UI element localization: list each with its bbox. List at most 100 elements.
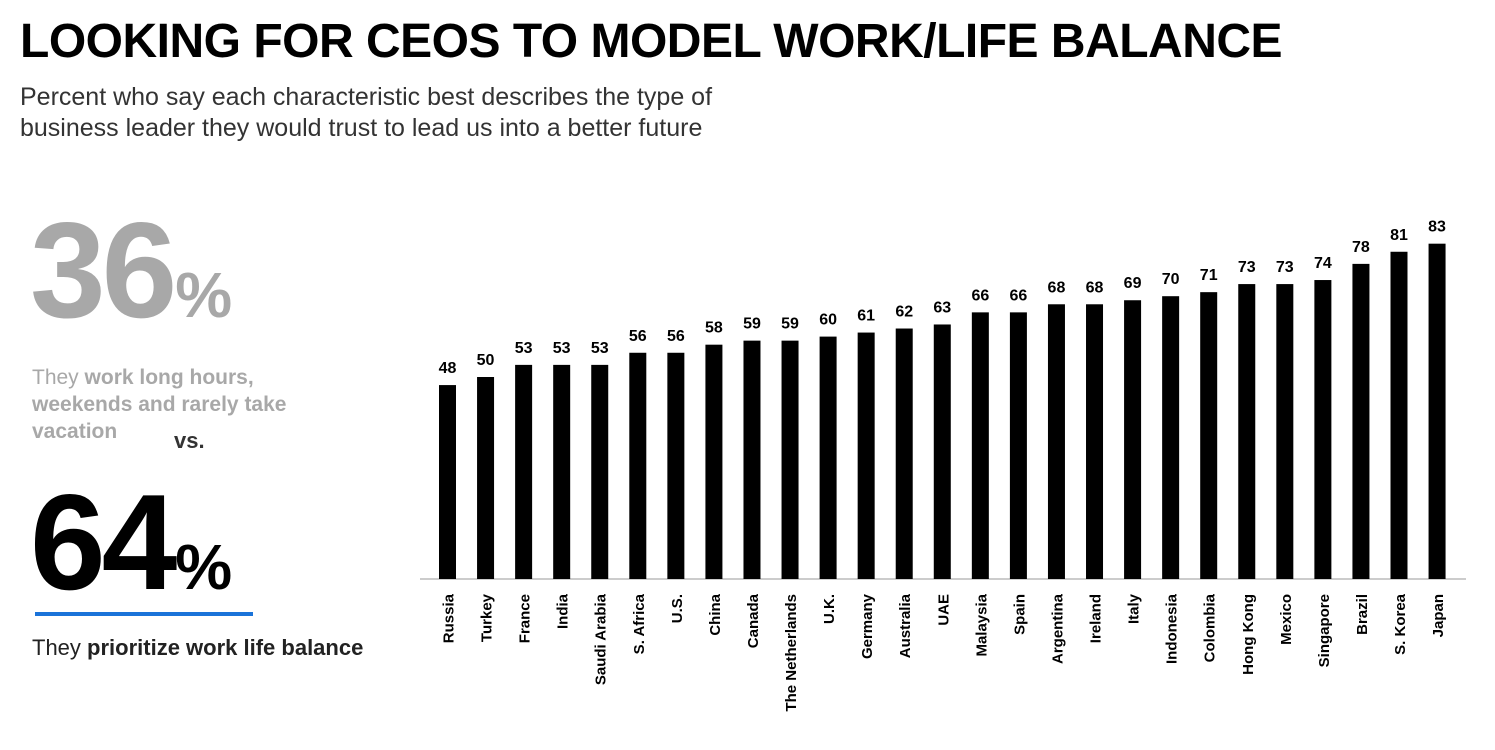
x-tick-label: Hong Kong	[1240, 594, 1257, 675]
data-label: 78	[1352, 239, 1370, 256]
data-label: 74	[1314, 255, 1332, 272]
subtitle-line-1: Percent who say each characteristic best…	[20, 83, 713, 111]
data-label: 60	[819, 312, 837, 329]
bar	[553, 364, 571, 579]
page-title: LOOKING FOR CEOS TO MODEL WORK/LIFE BALA…	[20, 15, 1283, 68]
subtitle-line-2: business leader they would trust to lead…	[20, 114, 703, 142]
stat-64-text: prioritize work life balance	[87, 635, 364, 660]
bar	[743, 340, 761, 579]
bar	[1276, 284, 1294, 579]
bar	[971, 312, 989, 579]
bar	[1238, 284, 1256, 579]
x-tick-label: Mexico	[1278, 594, 1295, 645]
bar	[895, 328, 913, 579]
x-tick-label: Colombia	[1202, 593, 1219, 662]
x-tick-label: S. Korea	[1392, 593, 1409, 655]
stat-36-number: 36	[30, 194, 177, 346]
data-label: 73	[1276, 259, 1294, 276]
x-tick-label: Japan	[1430, 594, 1447, 637]
bar	[1086, 304, 1104, 579]
bar	[857, 332, 875, 579]
bar	[1352, 263, 1370, 579]
data-label: 83	[1428, 219, 1446, 236]
vs-label: vs.	[174, 428, 205, 453]
x-tick-label: Brazil	[1354, 594, 1371, 635]
data-label: 63	[933, 299, 951, 316]
data-label: 69	[1124, 275, 1142, 292]
data-label: 50	[477, 352, 495, 369]
x-tick-label: Turkey	[479, 593, 496, 642]
stat-work-long-hours-description: They work long hours, weekends and rarel…	[32, 364, 342, 445]
x-tick-label: Indonesia	[1164, 593, 1181, 664]
stat-36-text: work long hours, weekends and rarely tak…	[32, 366, 287, 443]
bar	[1200, 292, 1218, 579]
data-label: 81	[1390, 227, 1408, 244]
x-tick-label: S. Africa	[631, 593, 648, 654]
bar	[1390, 251, 1408, 579]
bar	[477, 377, 495, 579]
stat-work-life-balance-value: 64%	[30, 474, 232, 610]
bar	[1047, 304, 1065, 579]
data-label: 66	[971, 287, 989, 304]
data-label: 53	[515, 340, 533, 357]
bar	[515, 364, 533, 579]
data-label: 59	[743, 316, 761, 333]
bar	[1162, 296, 1180, 579]
x-tick-label: Germany	[859, 593, 876, 659]
data-label: 71	[1200, 267, 1218, 284]
data-label: 62	[895, 304, 913, 321]
bar	[1314, 280, 1332, 579]
x-tick-label: Saudi Arabia	[593, 593, 610, 685]
stat-64-number: 64	[30, 466, 177, 618]
data-label: 56	[667, 328, 685, 345]
stat-64-underline	[35, 612, 253, 616]
x-tick-label: Russia	[441, 593, 458, 643]
x-tick-label: The Netherlands	[783, 594, 800, 712]
x-tick-label: Australia	[897, 593, 914, 658]
data-label: 68	[1048, 279, 1066, 296]
stat-work-life-balance-description: They prioritize work life balance	[32, 635, 363, 661]
bar	[781, 340, 799, 579]
x-tick-label: Spain	[1011, 594, 1028, 635]
data-label: 48	[439, 360, 457, 377]
bar	[1124, 300, 1142, 579]
x-tick-label: UAE	[935, 594, 952, 626]
bar	[705, 344, 723, 579]
x-tick-label: Argentina	[1049, 593, 1066, 664]
stat-36-percent-sign: %	[175, 259, 233, 331]
x-tick-label: China	[707, 593, 724, 635]
stat-64-percent-sign: %	[175, 531, 233, 603]
x-tick-label: Singapore	[1316, 594, 1333, 667]
stat-36-prefix: They	[32, 366, 85, 389]
data-label: 53	[553, 340, 571, 357]
data-label: 66	[1010, 287, 1028, 304]
bar	[629, 352, 647, 579]
stat-work-long-hours-value: 36%	[30, 202, 232, 338]
x-tick-label: U.S.	[669, 594, 686, 623]
x-tick-label: Malaysia	[973, 593, 990, 656]
bar	[1428, 243, 1446, 579]
data-label: 58	[705, 320, 723, 337]
data-label: 56	[629, 328, 647, 345]
x-tick-label: Canada	[745, 593, 762, 648]
x-tick-label: U.K.	[821, 594, 838, 624]
x-tick-label: Ireland	[1088, 594, 1105, 643]
bar	[933, 324, 951, 579]
page-subtitle: Percent who say each characteristic best…	[20, 82, 790, 144]
x-tick-label: France	[517, 594, 534, 643]
stat-64-prefix: They	[32, 635, 88, 660]
bar	[439, 385, 456, 579]
data-label: 68	[1086, 279, 1104, 296]
x-tick-label: India	[555, 593, 572, 629]
data-label: 59	[781, 316, 799, 333]
data-label: 73	[1238, 259, 1256, 276]
data-label: 70	[1162, 271, 1180, 288]
data-label: 61	[857, 308, 875, 325]
bar	[819, 336, 837, 579]
bar	[1009, 312, 1027, 579]
bar	[667, 352, 685, 579]
bar	[591, 364, 609, 579]
data-label: 53	[591, 340, 609, 357]
x-tick-label: Italy	[1126, 593, 1143, 624]
